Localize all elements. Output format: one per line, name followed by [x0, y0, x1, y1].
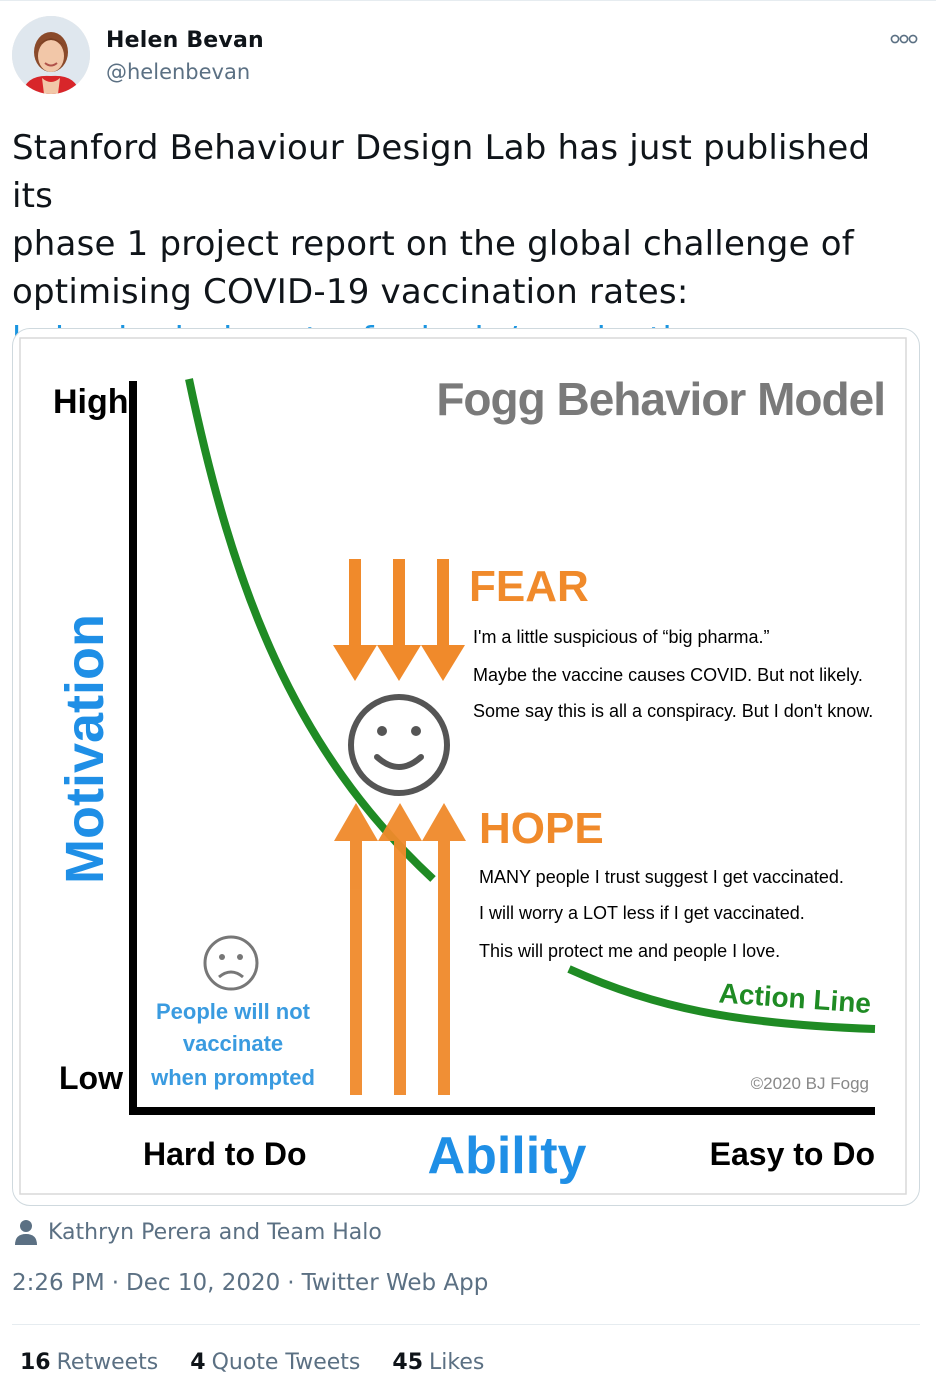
fear-line: I'm a little suspicious of “big pharma.” — [473, 627, 770, 647]
social-context-text: Kathryn Perera and Team Halo — [48, 1219, 382, 1245]
likes-label: Likes — [429, 1350, 485, 1375]
action-line-curve — [185, 378, 436, 882]
smiley-face-icon — [348, 694, 450, 796]
y-high-label: High — [53, 383, 129, 421]
tweet-meta: 2:26 PM · Dec 10, 2020 · Twitter Web App — [12, 1270, 488, 1296]
quote-tweets-stat[interactable]: 4 Quote Tweets — [190, 1350, 360, 1375]
quote-tweets-count: 4 — [190, 1350, 206, 1375]
copyright: ©2020 BJ Fogg — [751, 1074, 869, 1093]
fear-arrows — [333, 559, 465, 681]
fear-line: Some say this is all a conspiracy. But I… — [473, 701, 873, 721]
more-options-icon[interactable] — [886, 30, 922, 48]
retweets-count: 16 — [20, 1350, 51, 1375]
fear-heading: FEAR — [469, 562, 589, 611]
action-line-tail — [567, 965, 876, 1033]
quote-tweets-label: Quote Tweets — [211, 1350, 361, 1375]
tweet-text-line: optimising COVID-19 vaccination rates: — [12, 272, 689, 312]
author-name[interactable]: Helen Bevan — [106, 28, 264, 53]
hope-arrows — [334, 803, 466, 1095]
y-low-label: Low — [59, 1060, 123, 1096]
x-axis-label: Ability — [428, 1127, 587, 1185]
stats-divider — [12, 1324, 920, 1325]
likes-stat[interactable]: 45 Likes — [392, 1350, 484, 1375]
people-note-line: vaccinate — [183, 1031, 283, 1056]
people-note-line: when prompted — [150, 1065, 315, 1090]
hope-line: This will protect me and people I love. — [479, 941, 780, 961]
retweets-stat[interactable]: 16 Retweets — [20, 1350, 158, 1375]
social-context[interactable]: Kathryn Perera and Team Halo — [14, 1216, 382, 1248]
tweet-text-line: phase 1 project report on the global cha… — [12, 224, 854, 264]
likes-count: 45 — [392, 1350, 424, 1375]
media-image[interactable]: Fogg Behavior Model High Low Motivation … — [12, 328, 920, 1206]
engagement-stats: 16 Retweets 4 Quote Tweets 45 Likes — [20, 1350, 516, 1375]
fogg-behavior-model-figure: Fogg Behavior Model High Low Motivation … — [19, 337, 907, 1195]
tweet-text-line: Stanford Behaviour Design Lab has just p… — [12, 128, 871, 216]
hope-line: MANY people I trust suggest I get vaccin… — [479, 867, 844, 887]
x-left-label: Hard to Do — [143, 1136, 307, 1172]
figure-title: Fogg Behavior Model — [436, 373, 885, 425]
tweet-source[interactable]: Twitter Web App — [301, 1270, 489, 1296]
fear-line: Maybe the vaccine causes COVID. But not … — [473, 665, 863, 685]
avatar[interactable] — [12, 16, 90, 94]
people-note-line: People will not — [156, 999, 311, 1024]
author-handle[interactable]: @helenbevan — [106, 60, 251, 84]
avatar-image — [12, 16, 90, 94]
tweet-date[interactable]: Dec 10, 2020 — [126, 1270, 281, 1296]
retweets-label: Retweets — [56, 1350, 159, 1375]
hope-line: I will worry a LOT less if I get vaccina… — [479, 903, 805, 923]
tweet-time[interactable]: 2:26 PM — [12, 1270, 105, 1296]
meta-separator: · — [111, 1270, 119, 1296]
meta-separator: · — [287, 1270, 295, 1296]
sad-face-icon — [203, 935, 259, 991]
x-right-label: Easy to Do — [710, 1136, 875, 1172]
person-icon — [15, 1220, 37, 1245]
top-divider — [0, 0, 936, 1]
y-axis-label: Motivation — [55, 614, 115, 884]
hope-heading: HOPE — [479, 804, 604, 853]
